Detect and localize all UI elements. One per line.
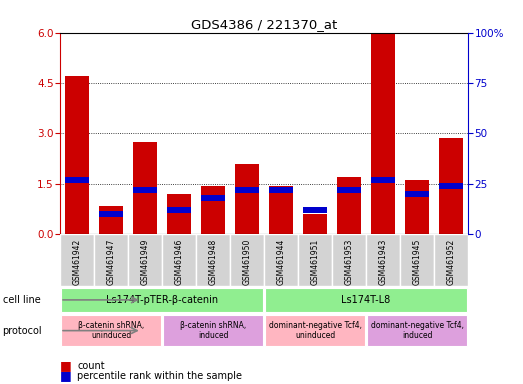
Bar (163, 315, 264, 346)
Bar (332, 234, 366, 286)
Text: GSM461948: GSM461948 (209, 238, 218, 285)
Text: protocol: protocol (3, 326, 42, 336)
Bar (99, 206, 123, 234)
Text: GSM461946: GSM461946 (175, 238, 184, 285)
Bar (65, 177, 89, 183)
Text: count: count (77, 361, 105, 371)
Bar (201, 195, 225, 201)
Bar (61, 288, 264, 312)
Text: GSM461947: GSM461947 (107, 238, 116, 285)
Bar (235, 187, 259, 193)
Text: ■: ■ (60, 369, 72, 382)
Text: GSM461951: GSM461951 (311, 238, 320, 285)
Bar (303, 207, 327, 213)
Bar (298, 234, 332, 286)
Bar (371, 34, 395, 234)
Bar (196, 234, 230, 286)
Text: GSM461942: GSM461942 (73, 238, 82, 285)
Text: ■: ■ (60, 359, 72, 372)
Text: β-catenin shRNA,
uninduced: β-catenin shRNA, uninduced (78, 321, 144, 340)
Bar (201, 185, 225, 234)
Text: percentile rank within the sample: percentile rank within the sample (77, 371, 242, 381)
Bar (133, 142, 157, 234)
Bar (167, 207, 191, 213)
Bar (162, 234, 196, 286)
Bar (303, 214, 327, 234)
Bar (269, 185, 293, 234)
Bar (128, 234, 162, 286)
Bar (235, 164, 259, 234)
Bar (265, 315, 366, 346)
Text: GSM461944: GSM461944 (277, 238, 286, 285)
Text: dominant-negative Tcf4,
uninduced: dominant-negative Tcf4, uninduced (269, 321, 361, 340)
Bar (269, 187, 293, 193)
Text: dominant-negative Tcf4,
induced: dominant-negative Tcf4, induced (371, 321, 463, 340)
Bar (264, 234, 298, 286)
Bar (434, 234, 468, 286)
Text: GSM461952: GSM461952 (447, 238, 456, 285)
Text: GSM461953: GSM461953 (345, 238, 354, 285)
Title: GDS4386 / 221370_at: GDS4386 / 221370_at (191, 18, 337, 31)
Bar (61, 315, 162, 346)
Bar (230, 234, 264, 286)
Bar (366, 234, 400, 286)
Bar (99, 211, 123, 217)
Bar (94, 234, 128, 286)
Bar (405, 180, 429, 234)
Bar (265, 288, 468, 312)
Bar (337, 187, 361, 193)
Text: GSM461949: GSM461949 (141, 238, 150, 285)
Text: Ls174T-pTER-β-catenin: Ls174T-pTER-β-catenin (106, 295, 218, 305)
Bar (400, 234, 434, 286)
Bar (367, 315, 468, 346)
Bar (60, 234, 94, 286)
Bar (337, 177, 361, 234)
Text: cell line: cell line (3, 295, 40, 305)
Text: Ls174T-L8: Ls174T-L8 (342, 295, 391, 305)
Bar (405, 191, 429, 197)
Bar (133, 187, 157, 193)
Bar (371, 177, 395, 183)
Text: β-catenin shRNA,
induced: β-catenin shRNA, induced (180, 321, 246, 340)
Text: GSM461943: GSM461943 (379, 238, 388, 285)
Bar (439, 139, 463, 234)
Bar (167, 194, 191, 234)
Bar (65, 76, 89, 234)
Text: GSM461950: GSM461950 (243, 238, 252, 285)
Text: GSM461945: GSM461945 (413, 238, 422, 285)
Bar (439, 183, 463, 189)
